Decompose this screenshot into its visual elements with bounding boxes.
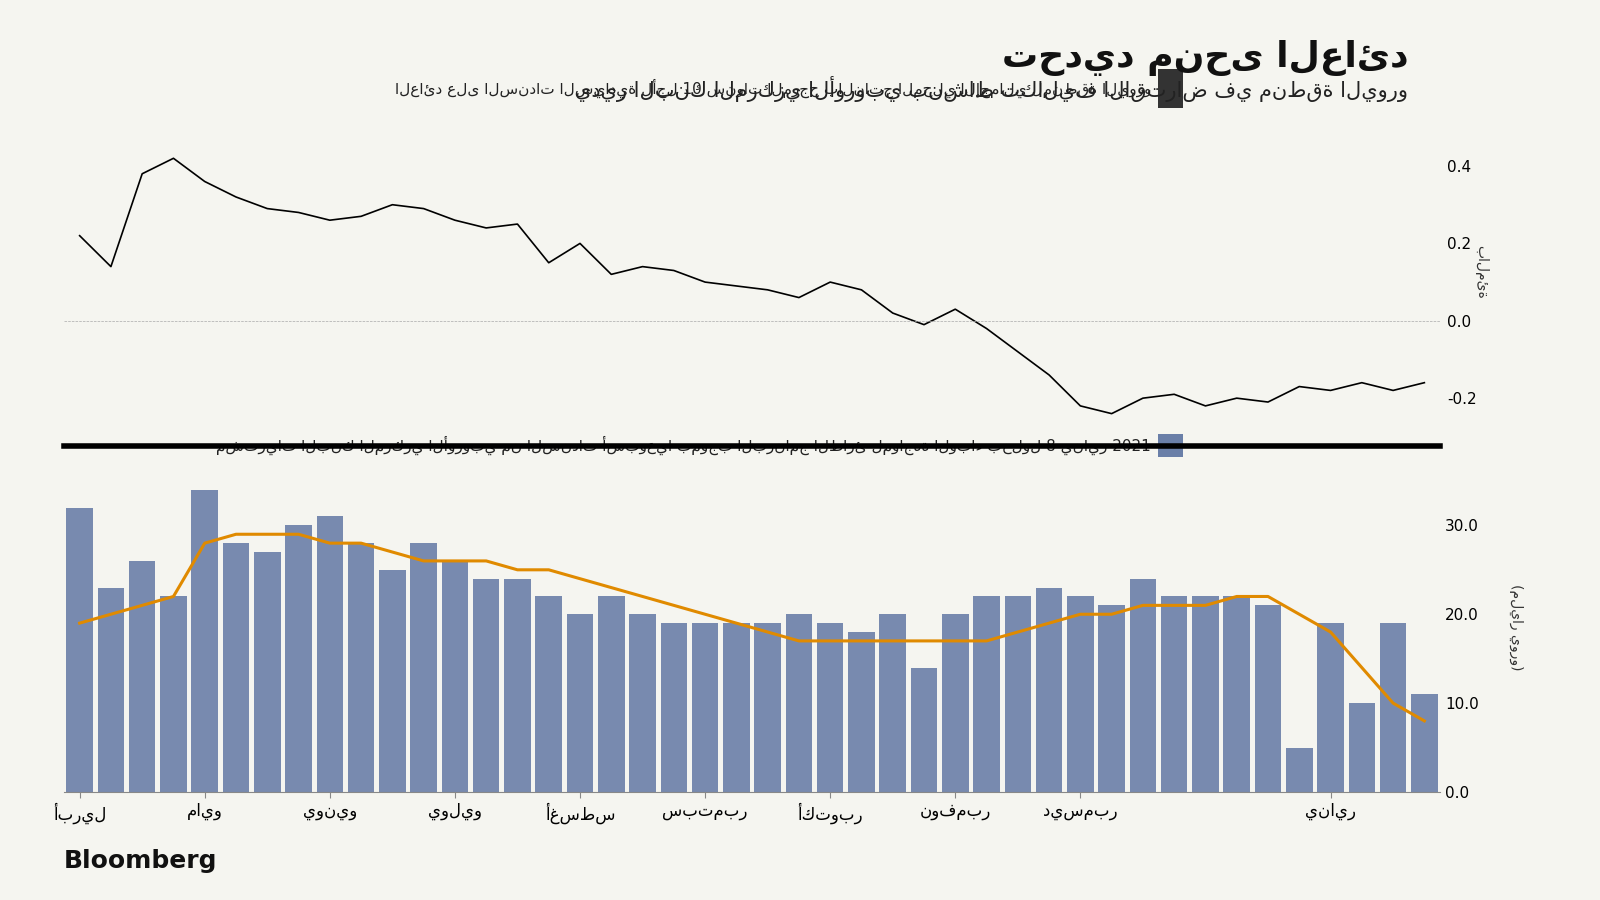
Bar <box>1379 623 1406 792</box>
Bar <box>818 623 843 792</box>
Bar <box>880 614 906 792</box>
Bar <box>192 490 218 792</box>
Bar <box>910 668 938 792</box>
Bar <box>379 570 406 792</box>
Bar <box>848 632 875 792</box>
Bar <box>66 508 93 792</box>
Bar <box>1098 606 1125 792</box>
Bar <box>1067 597 1094 792</box>
Bar <box>1286 748 1312 792</box>
Bar <box>536 597 562 792</box>
Bar <box>347 543 374 792</box>
Bar <box>130 561 155 792</box>
Bar <box>598 597 624 792</box>
Bar <box>1158 434 1182 456</box>
Bar <box>691 623 718 792</box>
Bar <box>1035 588 1062 792</box>
Bar <box>98 588 125 792</box>
Bar <box>1130 579 1157 792</box>
Bar <box>1349 703 1374 792</box>
Bar <box>786 614 813 792</box>
Bar <box>1158 68 1182 108</box>
Bar <box>442 561 469 792</box>
Bar <box>1411 694 1438 792</box>
Bar <box>661 623 686 792</box>
Bar <box>973 597 1000 792</box>
Bar <box>723 623 750 792</box>
Bar <box>1317 623 1344 792</box>
Bar <box>942 614 968 792</box>
Text: العائد على السندات السيادية لأجل 10 سنوات المرجح بالناتج المحلي الإجمالي لمنطقة : العائد على السندات السيادية لأجل 10 سنوا… <box>395 78 1150 98</box>
Bar <box>1005 597 1030 792</box>
Bar <box>317 517 342 792</box>
Text: تحديد منحى العائد: تحديد منحى العائد <box>1002 40 1408 76</box>
Bar <box>566 614 594 792</box>
Bar <box>160 597 187 792</box>
Bar <box>285 526 312 792</box>
Bar <box>254 552 280 792</box>
Bar <box>1162 597 1187 792</box>
Bar <box>504 579 531 792</box>
Text: يدير البنك المركزي الأوروبي بنشاط تكاليف الاقتراض في منطقة اليورو: يدير البنك المركزي الأوروبي بنشاط تكاليف… <box>574 76 1408 103</box>
Text: Bloomberg: Bloomberg <box>64 849 218 873</box>
Bar <box>410 543 437 792</box>
Bar <box>1254 606 1282 792</box>
Bar <box>1192 597 1219 792</box>
Text: بالمئة: بالمئة <box>1474 246 1488 300</box>
Bar <box>754 623 781 792</box>
Bar <box>222 543 250 792</box>
Bar <box>474 579 499 792</box>
Text: مشتريات البنك المركزي الأوروبي من السندات أسبوعيا بموجب البرنامج الطارئ لمواجهة : مشتريات البنك المركزي الأوروبي من السندا… <box>216 436 1150 454</box>
Bar <box>629 614 656 792</box>
Text: (مليار يورو): (مليار يورو) <box>1509 584 1523 670</box>
Bar <box>1224 597 1250 792</box>
